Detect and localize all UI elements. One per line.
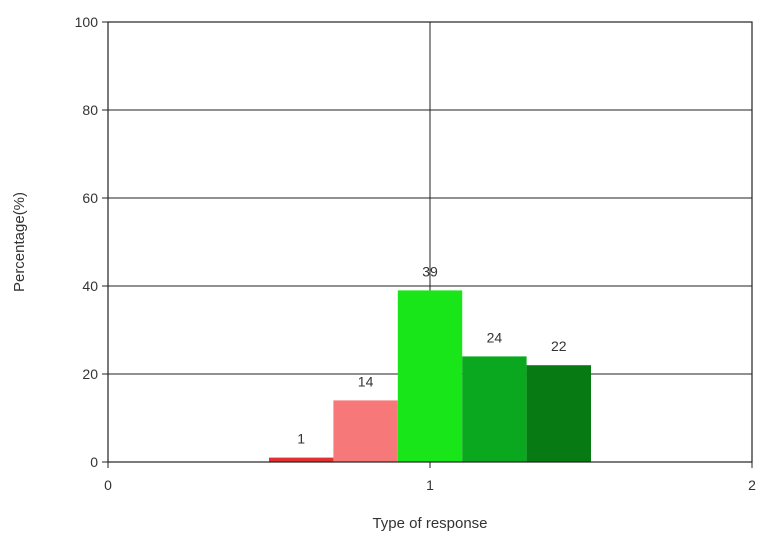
bar-value-label: 39	[422, 263, 438, 279]
y-tick-label: 20	[82, 366, 98, 382]
bar	[462, 356, 527, 462]
x-tick-label: 2	[748, 477, 756, 493]
bar	[333, 400, 398, 462]
x-axis-title: Type of response	[372, 515, 487, 532]
bar-value-label: 22	[551, 338, 567, 354]
bar-value-label: 14	[358, 373, 374, 389]
bar-value-label: 24	[487, 329, 503, 345]
bar	[269, 457, 334, 462]
x-tick-label: 0	[104, 477, 112, 493]
bar	[397, 290, 463, 462]
y-tick-label: 40	[82, 278, 98, 294]
x-ticks: 0 1 2	[104, 462, 756, 493]
bar	[526, 365, 591, 462]
bar-value-label: 1	[297, 431, 305, 447]
x-tick-label: 1	[426, 477, 434, 493]
y-tick-label: 100	[75, 14, 99, 30]
y-tick-label: 60	[82, 190, 98, 206]
y-axis-title: Percentage(%)	[11, 192, 28, 292]
y-ticks: 0 20 40 60 80 100	[75, 14, 108, 470]
y-tick-label: 80	[82, 102, 98, 118]
bars	[269, 290, 591, 462]
y-tick-label: 0	[90, 454, 98, 470]
bar-labels: 1 14 39 24 22	[297, 263, 566, 446]
